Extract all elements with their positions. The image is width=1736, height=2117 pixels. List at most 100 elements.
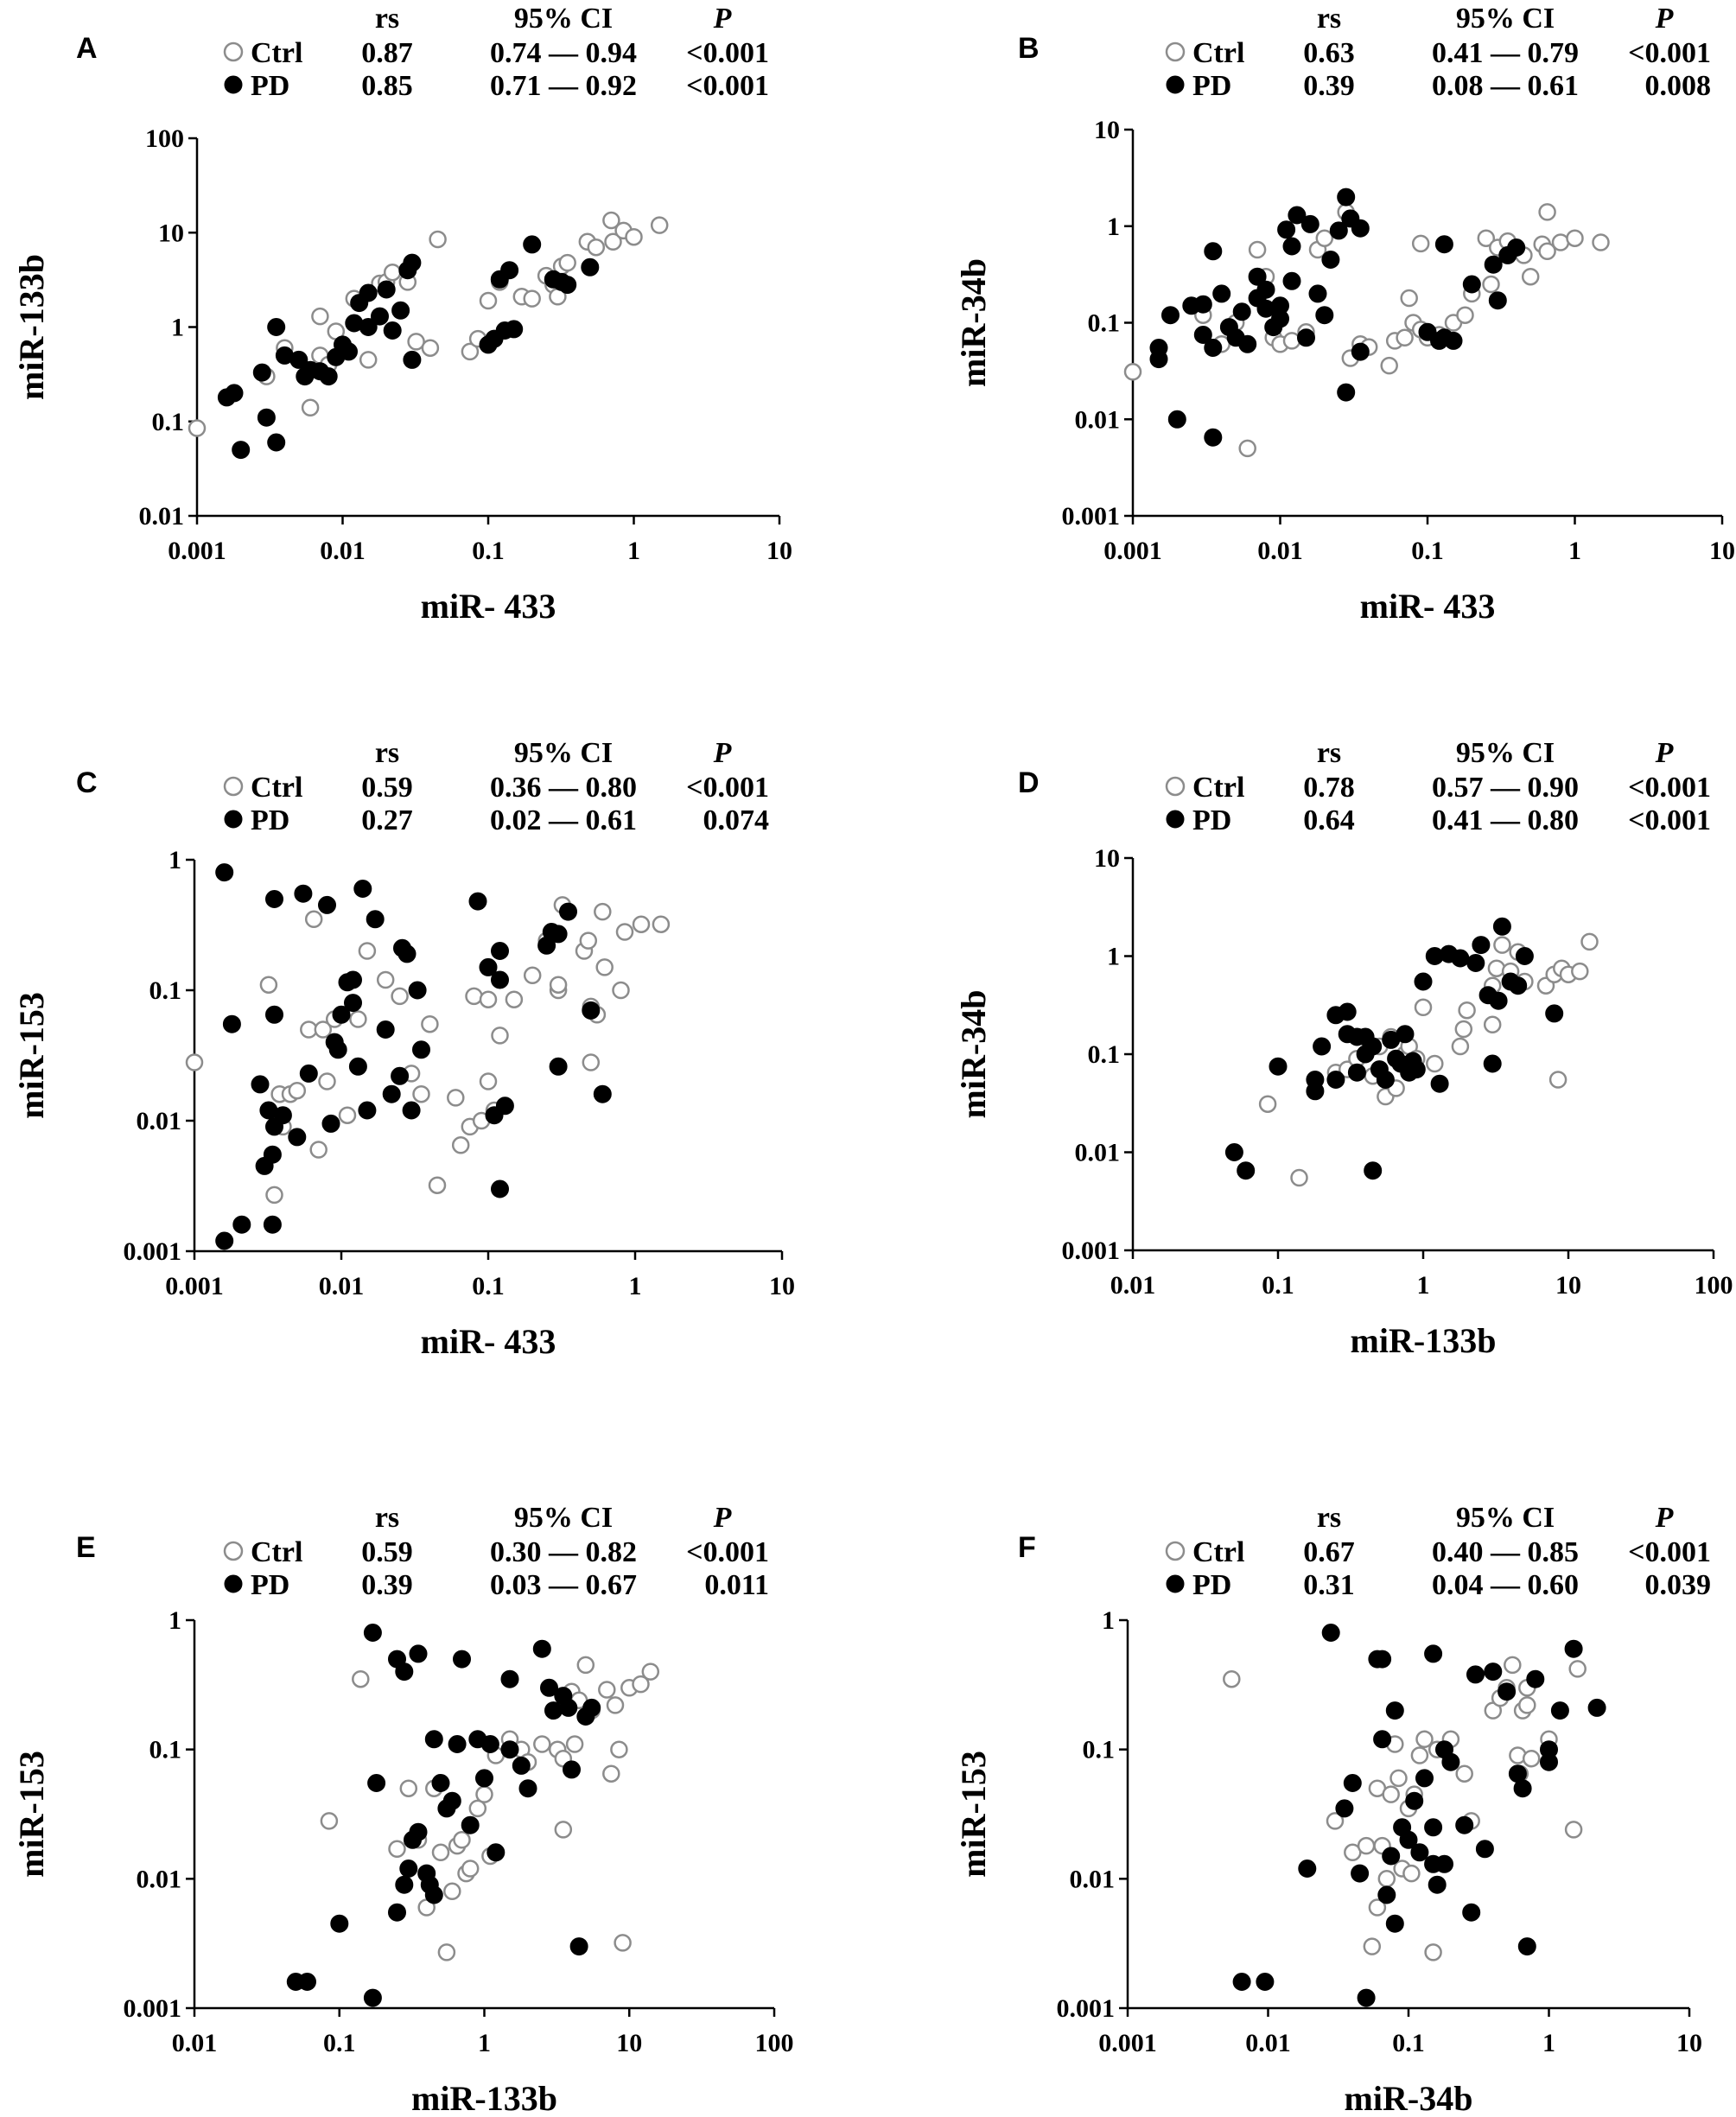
- ctrl-point: [1357, 1836, 1376, 1855]
- rs-value-ctrl: 0.78: [1303, 772, 1355, 804]
- ctrl-point: [304, 910, 323, 929]
- ci-value-pd: 0.71 — 0.92: [490, 70, 637, 102]
- pd-point: [559, 1698, 578, 1717]
- ctrl-point: [479, 291, 498, 310]
- pd-point: [569, 1937, 588, 1956]
- pd-point: [480, 1735, 499, 1753]
- p-header: P: [1655, 3, 1674, 35]
- pd-point: [540, 1678, 558, 1697]
- ctrl-point: [437, 1943, 456, 1961]
- p-value-ctrl: <0.001: [686, 772, 769, 804]
- pd-point: [500, 1669, 519, 1688]
- pd-point: [1298, 1860, 1317, 1878]
- y-tick-label: 0.1: [1083, 1736, 1116, 1764]
- ctrl-point: [1315, 229, 1334, 247]
- pd-point: [549, 1057, 568, 1076]
- ctrl-point: [1477, 229, 1496, 247]
- y-tick-label: 0.1: [152, 408, 185, 436]
- pd-point: [442, 1791, 461, 1810]
- y-tick-label: 0.01: [137, 1107, 182, 1135]
- pd-point: [397, 944, 417, 963]
- pd-point: [475, 1769, 493, 1788]
- pd-point: [1484, 255, 1503, 274]
- x-tick-label: 10: [1555, 1271, 1581, 1300]
- pd-point: [391, 1066, 410, 1085]
- pd-point: [1232, 1973, 1251, 1991]
- legend-label-ctrl: Ctrl: [251, 1536, 302, 1568]
- legend-label-ctrl: Ctrl: [251, 37, 302, 69]
- pd-point: [1424, 1644, 1443, 1663]
- pd-point: [1204, 428, 1223, 447]
- legend-label-ctrl: Ctrl: [1192, 772, 1244, 804]
- ctrl-point: [615, 923, 634, 941]
- ctrl-point: [1571, 962, 1589, 981]
- ctrl-point: [1368, 1898, 1387, 1917]
- legend-marker-ctrl: [223, 776, 244, 797]
- panel-f: Frs 95% CI P Ctrl 0.67 0.40 — 0.85 <0.001 PD 0.3…: [954, 1502, 1711, 2117]
- ctrl-point: [479, 1072, 498, 1090]
- ctrl-point: [1538, 203, 1556, 221]
- ctrl-point: [533, 1735, 551, 1753]
- rs-header: rs: [1317, 1502, 1341, 1534]
- pd-point: [559, 902, 577, 921]
- ci-value-pd: 0.02 — 0.61: [490, 804, 637, 836]
- pd-point: [1466, 954, 1485, 972]
- ctrl-point: [383, 263, 402, 282]
- ctrl-point: [412, 1084, 430, 1103]
- pd-point: [1434, 235, 1453, 254]
- ctrl-point: [579, 931, 598, 950]
- pd-point: [1193, 326, 1212, 344]
- ctrl-point: [451, 1136, 470, 1154]
- pd-point: [288, 1128, 307, 1147]
- pd-point: [1407, 1060, 1426, 1079]
- ctrl-point: [1344, 1843, 1362, 1862]
- pd-point: [518, 1779, 537, 1798]
- pd-point: [1484, 1662, 1503, 1682]
- ci-header: 95% CI: [514, 737, 613, 769]
- legend-marker-pd: [224, 75, 243, 94]
- ctrl-point: [602, 1764, 620, 1783]
- ctrl-point: [1414, 998, 1433, 1017]
- pd-point: [1297, 328, 1315, 347]
- pd-point: [1224, 1143, 1243, 1161]
- ctrl-point: [1483, 1015, 1502, 1034]
- rs-value-pd: 0.27: [361, 804, 413, 836]
- ctrl-point: [625, 227, 643, 246]
- x-tick-label: 0.01: [319, 1272, 365, 1300]
- pd-point: [1396, 1025, 1415, 1044]
- pd-point: [1377, 1885, 1396, 1904]
- panel-letter: E: [76, 1531, 96, 1564]
- pd-point: [1335, 1799, 1354, 1818]
- rs-value-pd: 0.64: [1303, 804, 1355, 836]
- x-tick-label: 0.01: [320, 537, 366, 565]
- x-tick-label: 0.01: [1257, 537, 1303, 565]
- ctrl-point: [1568, 1660, 1587, 1678]
- y-axis-label: miR-34b: [954, 258, 993, 387]
- x-tick-label: 1: [1542, 2029, 1555, 2057]
- panel-a: Ars 95% CI P Ctrl 0.87 0.74 — 0.94 <0.001 PD 0.8…: [12, 3, 792, 626]
- pd-point: [402, 1101, 421, 1120]
- ci-value-ctrl: 0.36 — 0.80: [490, 772, 637, 804]
- pd-point: [232, 1215, 251, 1234]
- ctrl-point: [359, 351, 378, 369]
- ctrl-point: [1455, 1764, 1473, 1783]
- y-tick-label: 10: [158, 219, 184, 247]
- legend-marker-ctrl: [1165, 776, 1186, 797]
- rs-value-pd: 0.31: [1303, 1569, 1355, 1601]
- pd-point: [582, 1698, 601, 1717]
- pd-point: [1526, 1669, 1545, 1688]
- pd-point: [1308, 284, 1327, 303]
- pd-point: [263, 1145, 282, 1164]
- pd-point: [563, 1760, 581, 1779]
- ctrl-point: [338, 1106, 357, 1124]
- pd-point: [1238, 334, 1257, 353]
- pd-point: [1256, 280, 1275, 299]
- ctrl-point: [447, 1089, 465, 1107]
- y-tick-label: 0.001: [1062, 502, 1121, 531]
- x-tick-label: 0.1: [1262, 1271, 1294, 1300]
- pd-point: [395, 1662, 414, 1682]
- pd-point: [1492, 917, 1511, 936]
- pd-point: [1428, 1875, 1447, 1894]
- ctrl-point: [594, 902, 612, 921]
- p-value-ctrl: <0.001: [1628, 37, 1711, 69]
